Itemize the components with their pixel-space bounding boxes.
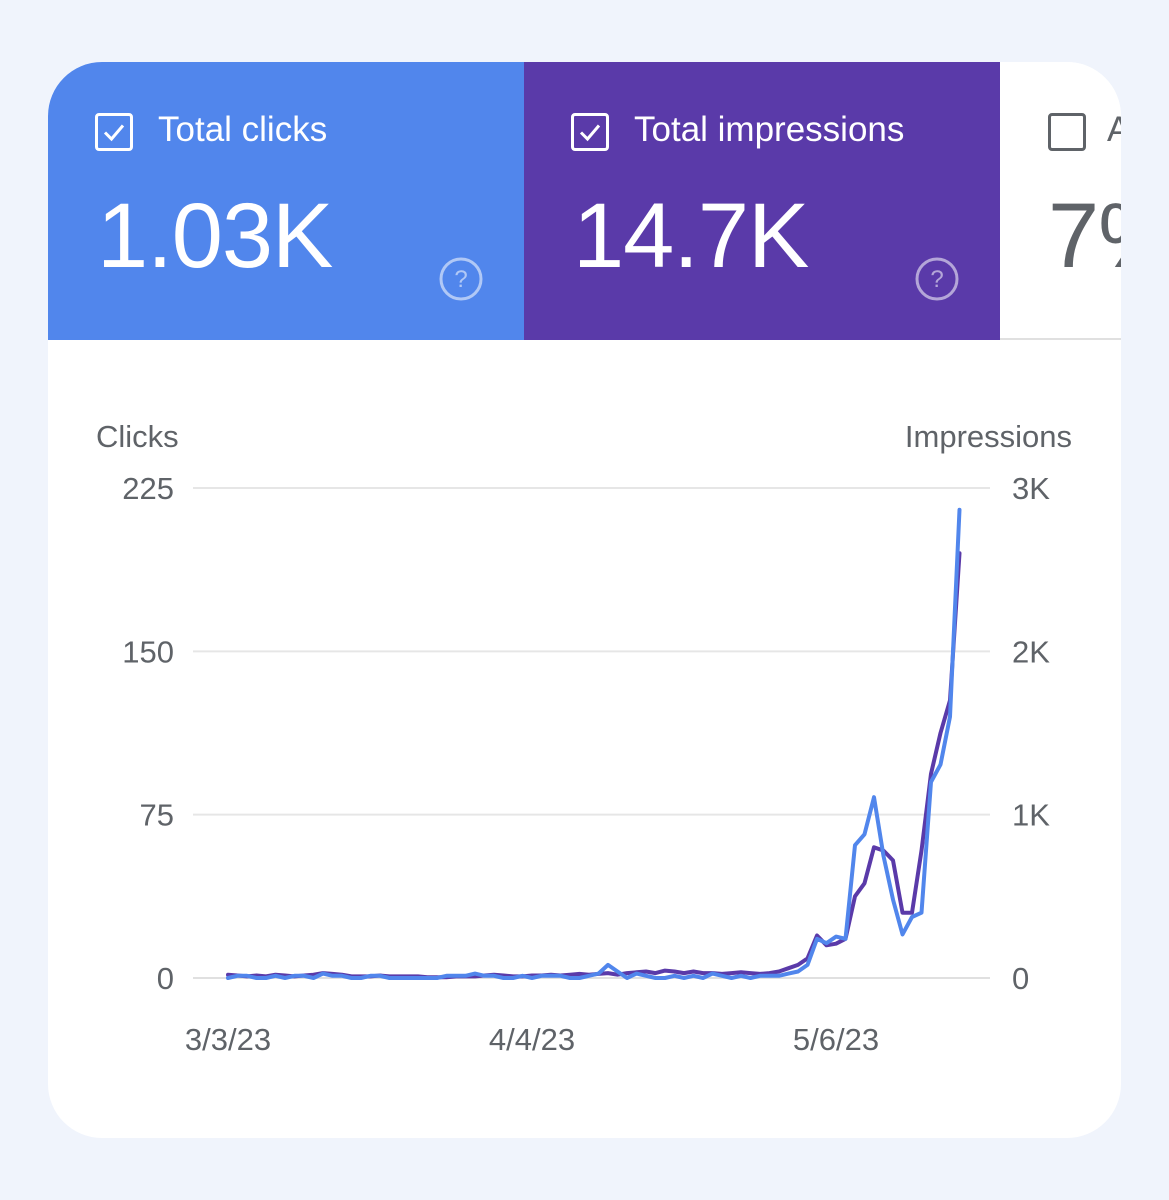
left-axis-title: Clicks [96, 419, 179, 454]
right-tick-label: 0 [1012, 961, 1029, 996]
checkmark-icon [103, 124, 125, 142]
clicks-checkbox[interactable] [95, 113, 133, 151]
left-tick-label: 225 [122, 471, 174, 506]
total-impressions-label: Total impressions [634, 110, 905, 149]
impressions-checkbox[interactable] [571, 113, 609, 151]
help-icon[interactable]: ? [914, 256, 960, 302]
total-clicks-label: Total clicks [158, 110, 328, 149]
total-impressions-tile[interactable]: Total impressions 14.7K ? [524, 62, 1000, 340]
average-ctr-value: 7% [1048, 185, 1121, 287]
x-tick-label: 4/4/23 [489, 1022, 575, 1057]
average-ctr-tile[interactable]: A 7% [1000, 62, 1121, 340]
clicks-line [226, 507, 962, 980]
ctr-checkbox[interactable] [1048, 113, 1086, 151]
left-tick-label: 75 [140, 798, 174, 833]
svg-text:?: ? [930, 266, 943, 293]
left-tick-label: 0 [157, 961, 174, 996]
total-impressions-value: 14.7K [573, 185, 809, 287]
right-tick-label: 2K [1012, 634, 1050, 669]
performance-card: Total clicks 1.03K ? Total impressions 1… [48, 62, 1121, 1138]
x-tick-label: 5/6/23 [793, 1022, 879, 1057]
total-clicks-tile[interactable]: Total clicks 1.03K ? [48, 62, 524, 340]
checkmark-icon [579, 124, 601, 142]
left-tick-label: 150 [122, 634, 174, 669]
right-tick-label: 3K [1012, 471, 1050, 506]
x-tick-label: 3/3/23 [185, 1022, 271, 1057]
right-tick-label: 1K [1012, 798, 1050, 833]
average-ctr-label: A [1107, 110, 1121, 150]
metric-tiles: Total clicks 1.03K ? Total impressions 1… [48, 62, 1121, 340]
right-axis-title: Impressions [905, 419, 1072, 454]
total-clicks-value: 1.03K [97, 185, 333, 287]
help-icon[interactable]: ? [438, 256, 484, 302]
svg-text:?: ? [454, 266, 467, 293]
